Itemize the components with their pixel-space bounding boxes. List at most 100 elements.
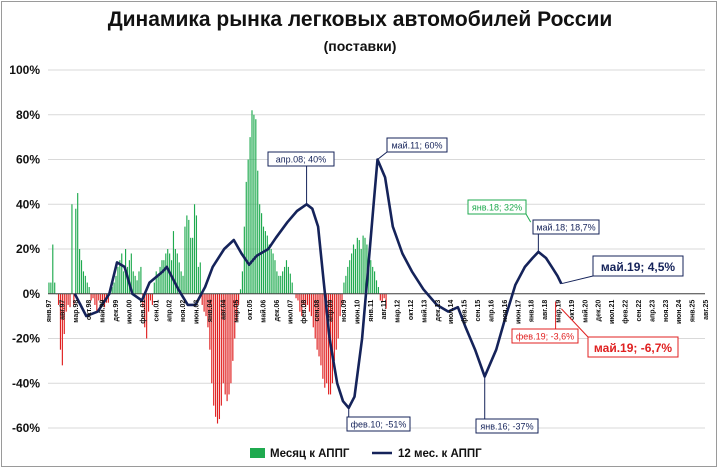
- bar: [192, 237, 194, 294]
- bar: [102, 293, 104, 305]
- bar: [52, 244, 54, 294]
- x-tick-label: авг.18: [542, 300, 549, 320]
- x-tick-label: сен.01: [153, 300, 160, 322]
- annotation-leader: [525, 213, 532, 223]
- bar: [176, 253, 178, 294]
- annotation-label: фев.10; -51%: [351, 420, 407, 430]
- bar: [362, 235, 364, 294]
- bar: [239, 289, 242, 294]
- bar: [211, 293, 213, 384]
- bar: [352, 244, 355, 294]
- bar: [147, 293, 150, 312]
- bar: [255, 119, 257, 294]
- bar: [94, 293, 96, 305]
- x-tick-label: июн.10: [354, 300, 361, 324]
- bar: [257, 170, 259, 294]
- bar: [381, 293, 383, 302]
- x-tick-label: сен.22: [636, 300, 643, 322]
- bar: [130, 253, 132, 294]
- bar: [82, 271, 85, 294]
- x-tick-label: июн.03: [193, 300, 200, 324]
- x-tick-label: мар.19: [556, 300, 563, 323]
- bar: [161, 260, 163, 294]
- bar: [234, 293, 236, 339]
- y-tick-label: 100%: [9, 63, 40, 77]
- bar: [251, 110, 253, 294]
- bar: [172, 231, 175, 294]
- bar: [253, 114, 255, 294]
- bar: [117, 266, 119, 294]
- bar: [295, 293, 297, 299]
- x-tick-label: окт.12: [408, 300, 415, 320]
- bar: [128, 260, 130, 294]
- bar: [67, 293, 69, 305]
- bar: [299, 293, 301, 312]
- bar: [79, 249, 81, 294]
- bar: [195, 215, 198, 294]
- bar: [274, 260, 276, 294]
- x-tick-label: янв.97: [46, 300, 53, 322]
- bar: [88, 287, 90, 294]
- bar: [178, 262, 180, 294]
- bar: [303, 293, 305, 305]
- x-tick-label: янв.25: [690, 300, 697, 322]
- bar: [136, 280, 138, 294]
- bar: [320, 293, 322, 366]
- bar: [151, 293, 153, 305]
- bar: [343, 282, 345, 294]
- y-tick-label: 60%: [16, 153, 40, 167]
- bar: [201, 293, 203, 305]
- grid: [48, 69, 705, 429]
- bar: [222, 293, 224, 384]
- bar: [245, 181, 247, 294]
- bar: [230, 293, 232, 384]
- x-tick-label: июл.07: [287, 300, 294, 324]
- bar: [199, 262, 201, 294]
- x-tick-label: июл.14: [448, 300, 455, 324]
- x-tick-label: ноя.09: [341, 300, 348, 322]
- bar: [241, 271, 243, 294]
- bar: [236, 293, 238, 321]
- annotation-box: [467, 199, 527, 215]
- bar: [266, 235, 268, 294]
- bar: [77, 193, 79, 294]
- bar: [69, 293, 71, 308]
- x-tick-label: дек.06: [274, 300, 281, 322]
- x-tick-label: мар.98: [73, 300, 80, 323]
- bar: [57, 293, 60, 305]
- bar: [111, 287, 113, 294]
- annotation-box: [267, 151, 335, 167]
- bar: [197, 266, 199, 294]
- bar: [216, 293, 219, 424]
- bar: [73, 293, 75, 305]
- bar: [84, 275, 86, 294]
- bar: [123, 271, 125, 294]
- bar: [96, 293, 98, 312]
- bar: [349, 260, 351, 294]
- bar: [224, 293, 226, 395]
- bar: [228, 293, 230, 395]
- x-tick-label: авг.04: [220, 300, 227, 320]
- bar: [215, 293, 217, 417]
- x-tick-label: май.99: [99, 300, 107, 323]
- y-tick-label: 0%: [23, 287, 41, 301]
- bar: [54, 282, 56, 294]
- bar: [209, 293, 211, 350]
- annotation-box: [475, 418, 539, 434]
- bar: [272, 253, 274, 294]
- bar: [140, 266, 142, 294]
- bar: [283, 266, 286, 294]
- bar: [335, 293, 337, 350]
- bar: [360, 249, 362, 294]
- annotation-box: [592, 255, 684, 277]
- bar: [61, 293, 63, 366]
- x-tick-label: окт.19: [569, 300, 576, 320]
- x-tick-label: фев.15: [462, 300, 469, 324]
- bar: [226, 293, 228, 402]
- annotation-label: янв.16; -37%: [480, 422, 533, 432]
- bar: [190, 237, 192, 294]
- bar: [314, 293, 316, 339]
- annotation-box: [386, 137, 448, 153]
- bar: [383, 293, 385, 299]
